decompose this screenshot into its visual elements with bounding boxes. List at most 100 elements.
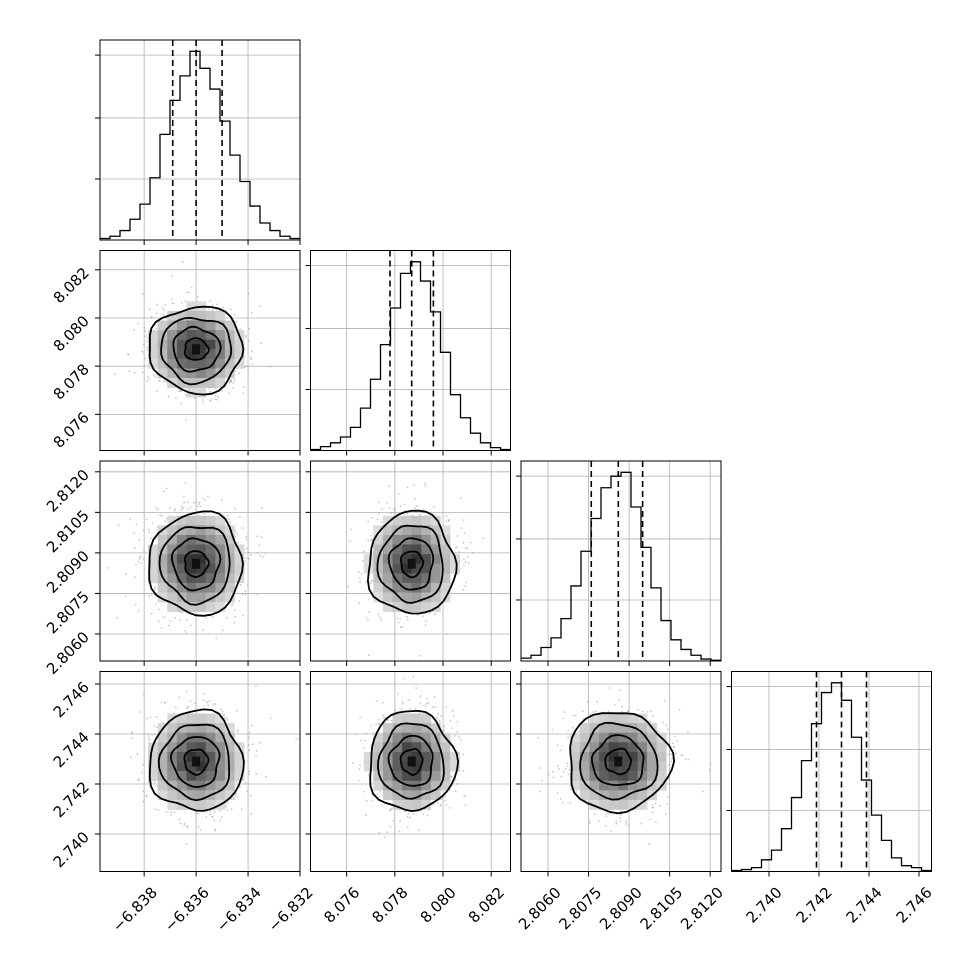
scatter-point <box>210 399 212 401</box>
density-cell <box>421 771 432 781</box>
scatter-point <box>238 372 241 375</box>
scatter-point <box>215 308 218 311</box>
scatter-point <box>238 515 241 518</box>
density-cell <box>205 378 216 388</box>
density-cell <box>421 534 432 545</box>
y-tick-label-p2: 2.8090 <box>43 547 93 597</box>
scatter-point <box>163 701 166 704</box>
contour-level-2 <box>158 526 231 606</box>
scatter-point <box>239 583 242 586</box>
scatter-point <box>228 392 230 395</box>
scatter-point <box>569 801 572 804</box>
scatter-point <box>431 706 434 708</box>
scatter-point <box>650 710 653 713</box>
scatter-point <box>567 729 570 732</box>
scatter-point <box>208 700 211 703</box>
scatter-point <box>367 654 370 657</box>
scatter-point <box>414 507 417 510</box>
scatter-point <box>464 581 467 584</box>
scatter-point <box>651 715 654 718</box>
scatter-point <box>202 705 205 707</box>
scatter-point <box>348 540 351 542</box>
scatter-point <box>365 581 368 584</box>
scatter-point <box>162 616 165 619</box>
scatter-point <box>567 736 570 739</box>
scatter-point <box>214 398 216 401</box>
density-cell <box>205 358 216 369</box>
y-tick-label-p2: 2.8060 <box>43 628 93 678</box>
scatter-point <box>225 717 228 720</box>
density-cell <box>627 751 638 762</box>
scatter-point <box>212 703 214 706</box>
density-cell <box>392 592 403 603</box>
y-tick-label-p1: 8.076 <box>50 408 93 451</box>
scatter-point <box>416 505 418 507</box>
scatter-point <box>140 562 143 565</box>
density-cell <box>392 713 403 724</box>
scatter-point <box>464 547 467 549</box>
density-cell <box>363 761 374 772</box>
scatter-point <box>192 501 195 504</box>
scatter-point <box>148 308 151 311</box>
density-cell <box>176 544 187 555</box>
scatter-point <box>141 771 143 774</box>
scatter-point <box>627 709 630 712</box>
density-cell <box>589 742 600 753</box>
density-cell <box>392 602 403 613</box>
density-cell <box>440 573 451 584</box>
density-cell <box>176 358 187 369</box>
scatter-point <box>433 505 435 508</box>
scatter-point <box>454 779 457 782</box>
density-cell <box>392 790 403 801</box>
scatter-point <box>378 501 380 504</box>
scatter-point <box>456 730 459 733</box>
scatter-point <box>403 503 406 506</box>
scatter-point <box>408 699 410 702</box>
density-cell <box>186 723 197 733</box>
density-cell <box>440 563 451 574</box>
density-cell <box>186 713 197 724</box>
density-cell <box>215 534 226 545</box>
scatter-point <box>381 701 384 704</box>
density-cell <box>608 771 619 781</box>
density-cell <box>402 742 413 753</box>
scatter-point <box>234 615 237 618</box>
density-cell <box>411 602 422 613</box>
density-cell <box>599 790 609 801</box>
density-cell <box>215 780 226 791</box>
scatter-point <box>180 508 183 511</box>
panel-2-1 <box>305 460 511 666</box>
density-cell <box>215 310 226 321</box>
scatter-point <box>370 579 373 582</box>
scatter-point <box>214 829 217 832</box>
scatter-point <box>607 710 610 713</box>
y-tick-label-p3: 2.740 <box>50 828 93 871</box>
density-cell <box>411 742 422 753</box>
density-cell <box>647 751 657 762</box>
scatter-point <box>593 813 596 816</box>
scatter-point <box>248 770 251 773</box>
density-cell <box>392 742 403 753</box>
scatter-point <box>365 814 367 816</box>
scatter-point <box>250 350 253 353</box>
scatter-point <box>462 753 464 756</box>
scatter-point <box>229 308 232 311</box>
scatter-point <box>412 483 415 486</box>
scatter-point <box>359 581 362 583</box>
scatter-point <box>470 541 472 544</box>
scatter-point <box>147 737 150 740</box>
density-cell <box>157 582 168 593</box>
scatter-point <box>416 614 419 616</box>
scatter-point <box>232 382 235 384</box>
scatter-point <box>436 716 439 719</box>
scatter-point <box>444 795 447 798</box>
scatter-point <box>160 701 163 704</box>
x-tick-label-p1: 8.078 <box>368 884 411 927</box>
scatter-point <box>129 756 132 759</box>
panel-frame <box>310 460 511 662</box>
density-peak <box>192 756 201 767</box>
scatter-point <box>213 811 216 813</box>
x-tick-label-p3: 2.746 <box>893 884 936 927</box>
scatter-point <box>367 520 370 523</box>
density-cell <box>656 761 667 772</box>
